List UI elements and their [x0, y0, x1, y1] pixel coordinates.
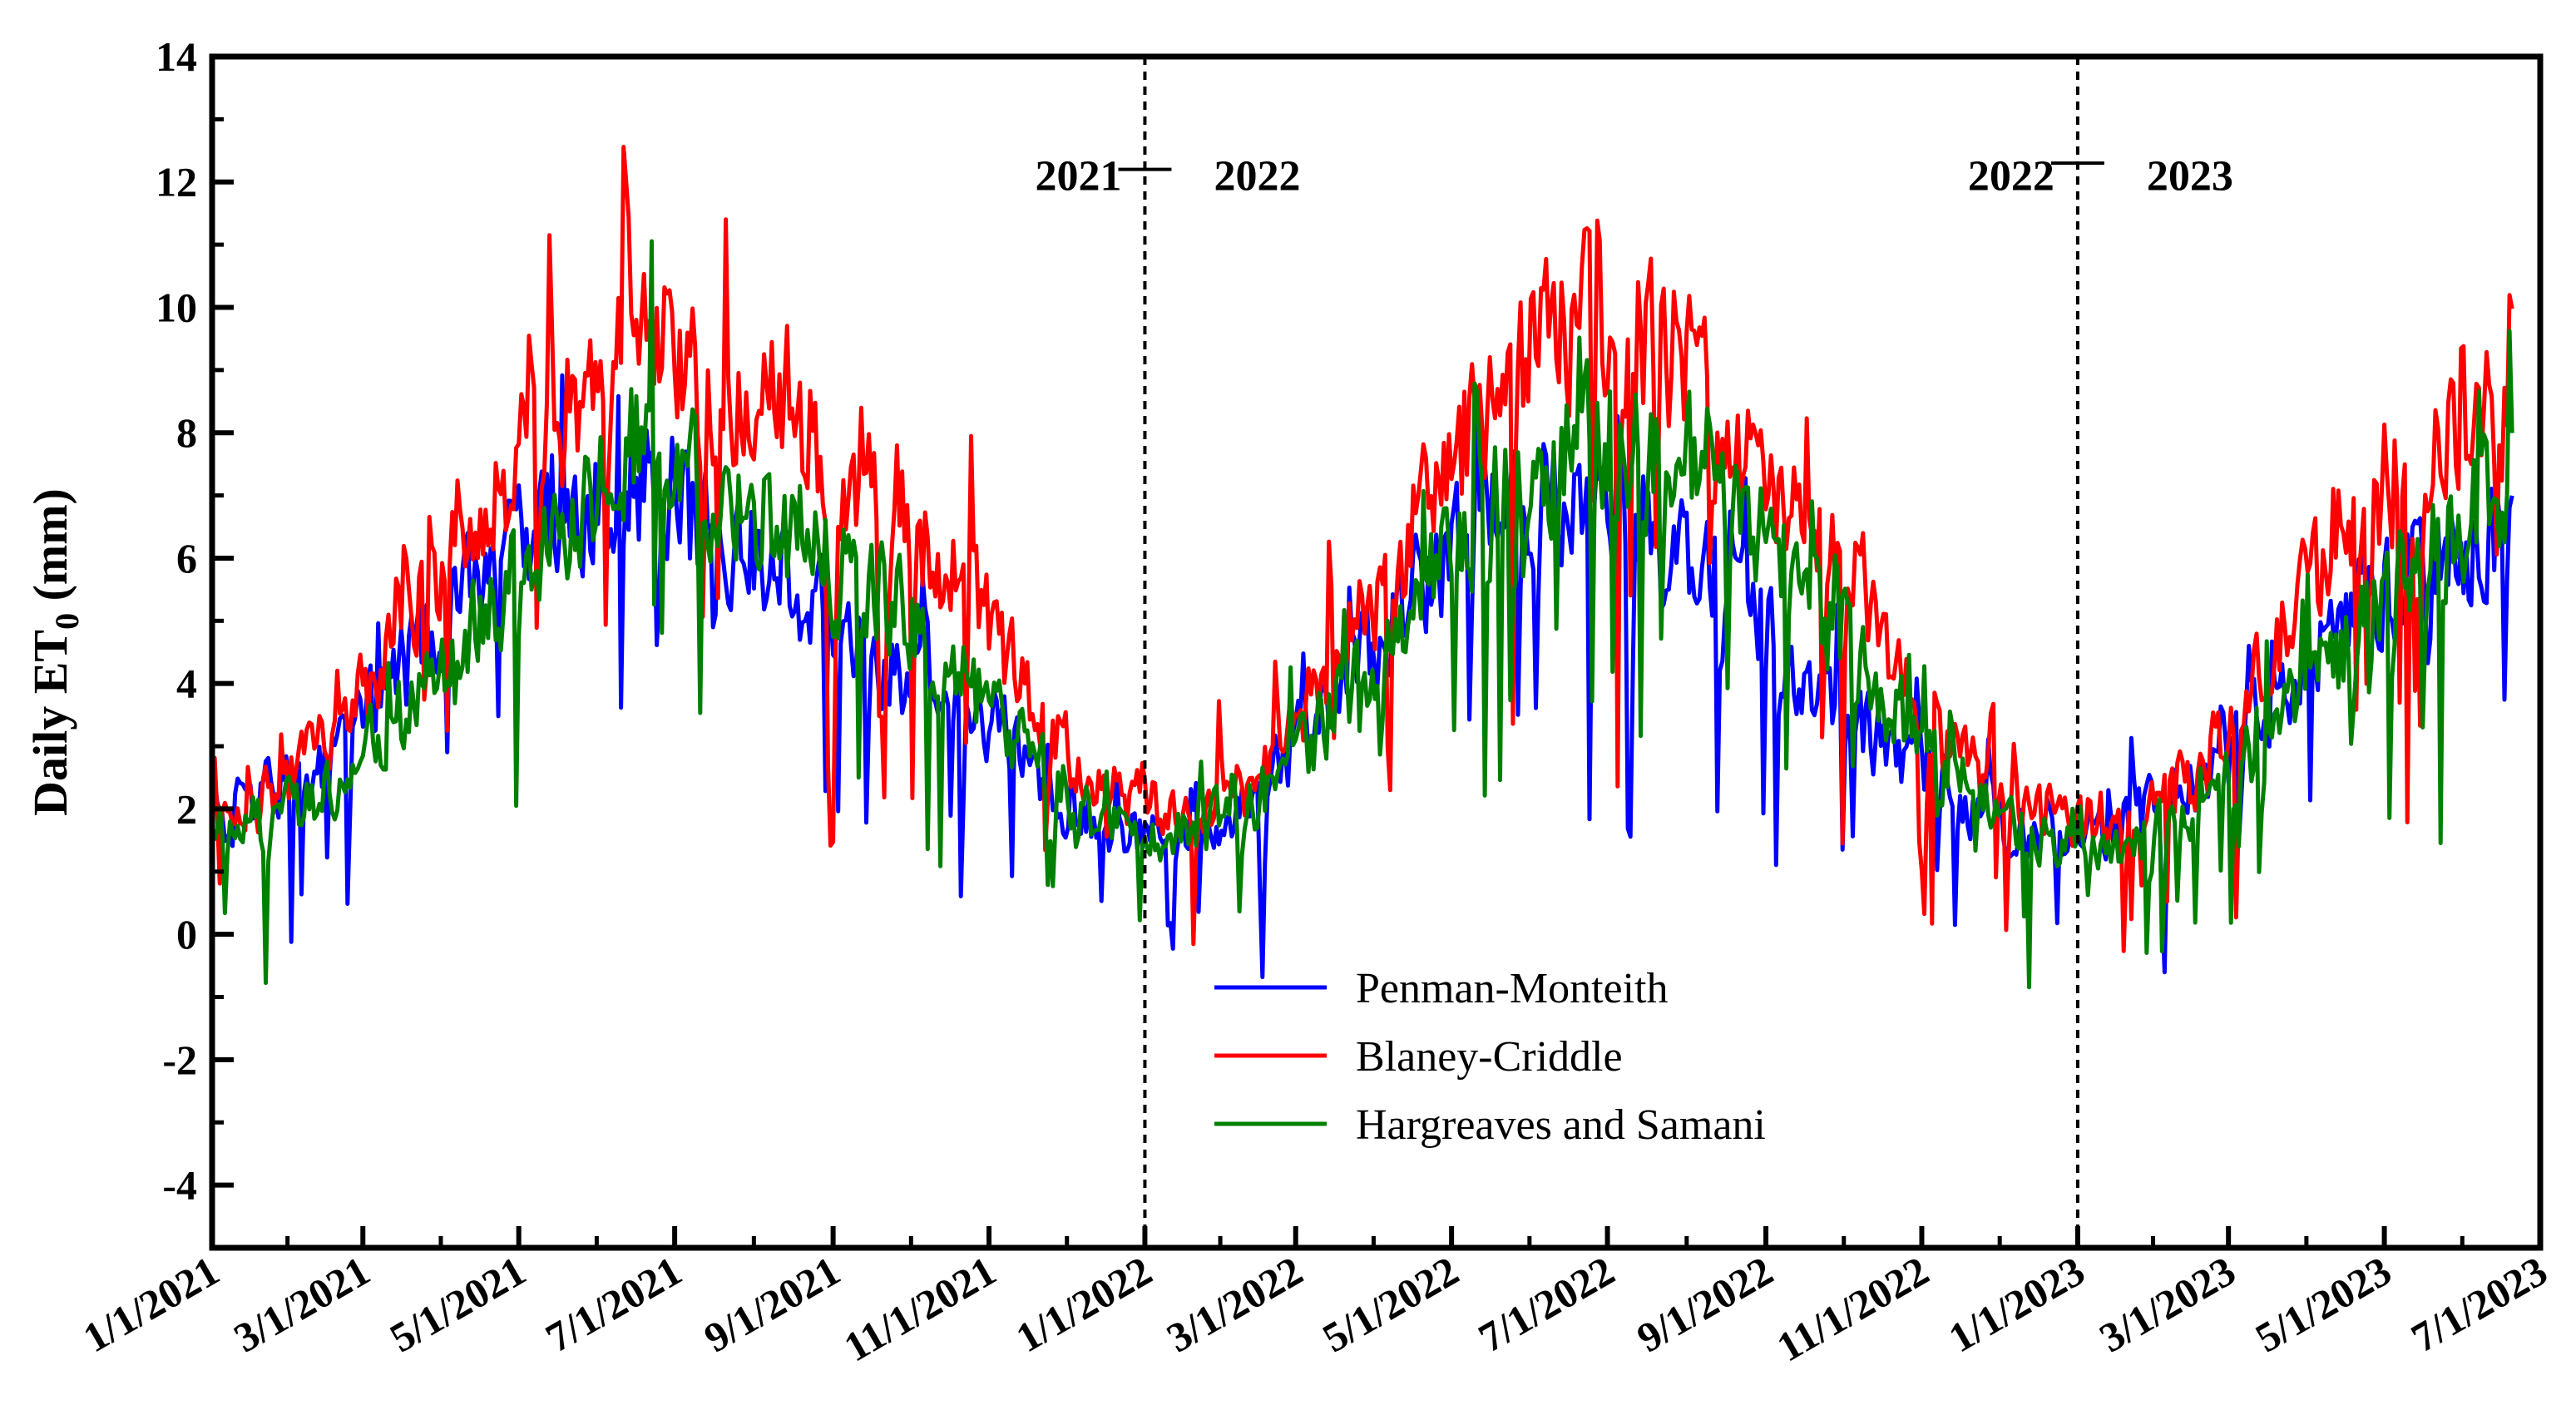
legend-label-2: Hargreaves and Samani: [1356, 1101, 1766, 1149]
y-axis-title-unit: (mm): [23, 488, 77, 613]
x-tick-label: 11/1/2021: [836, 1247, 1003, 1371]
year-label-right-1: 2023: [2147, 153, 2233, 200]
x-tick-label: 7/1/2021: [538, 1247, 690, 1361]
series-line-blaney-criddle: [210, 145, 2514, 953]
x-tick-label: 5/1/2022: [1315, 1247, 1466, 1361]
x-tick-label: 11/1/2022: [1769, 1247, 1936, 1371]
x-tick-label: 9/1/2021: [696, 1247, 848, 1361]
year-label-right-0: 2022: [1214, 153, 1300, 200]
year-label-left-1: 2022: [1968, 153, 2054, 200]
x-tick-label: 1/1/2022: [1008, 1247, 1159, 1361]
x-tick-label: 3/1/2023: [2092, 1247, 2243, 1361]
y-axis-title: Daily ET0 (mm): [23, 488, 86, 816]
x-tick-label: 1/1/2021: [76, 1247, 227, 1361]
x-tick-label: 3/1/2022: [1159, 1247, 1310, 1361]
legend-label-1: Blaney-Criddle: [1356, 1033, 1623, 1081]
y-tick-label: 10: [156, 284, 197, 330]
x-tick-label: 7/1/2023: [2404, 1247, 2555, 1361]
series-line-hargreaves-and-samani: [210, 239, 2514, 990]
x-tick-label: 5/1/2021: [382, 1247, 533, 1361]
y-tick-label: 4: [176, 660, 197, 707]
x-tick-label: 5/1/2023: [2247, 1247, 2399, 1361]
legend-label-0: Penman-Monteith: [1356, 965, 1669, 1012]
series-layer: [210, 145, 2514, 990]
legend: Penman-Monteith Blaney-Criddle Hargreaves …: [1214, 965, 1766, 1149]
y-tick-label: 14: [156, 33, 197, 80]
y-tick-label: 8: [176, 409, 197, 456]
x-tick-label: 1/1/2023: [1941, 1247, 2092, 1361]
y-tick-label: -4: [162, 1162, 197, 1209]
plot-frame: [209, 53, 2544, 1251]
y-axis-title-main: Daily ET: [23, 630, 77, 816]
y-tick-label: -2: [162, 1036, 197, 1083]
y-tick-label: 6: [176, 535, 197, 581]
x-tick-label: 7/1/2022: [1471, 1247, 1622, 1361]
y-axis-title-subscript: 0: [48, 613, 86, 630]
x-tick-label: 3/1/2021: [226, 1247, 378, 1361]
y-tick-label: 12: [156, 159, 197, 205]
year-label-left-0: 2021: [1035, 153, 1121, 200]
year-dividers: 2021 2022 2022 2023: [1035, 57, 2233, 1248]
y-tick-label: 0: [176, 911, 197, 957]
y-tick-label: 2: [176, 785, 197, 832]
x-tick-label: 9/1/2022: [1629, 1247, 1781, 1361]
